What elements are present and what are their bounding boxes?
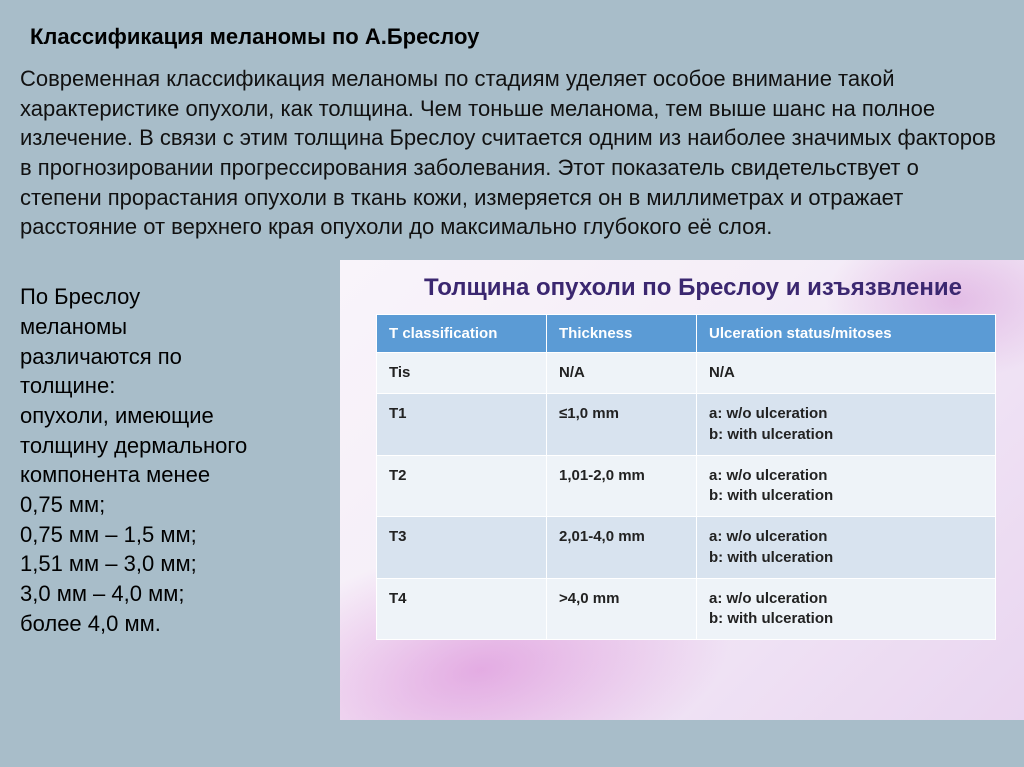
left-text: По Бреслоу меланомы различаются по толщи… <box>0 260 340 720</box>
lower-section: По Бреслоу меланомы различаются по толщи… <box>0 260 1024 720</box>
cell: T1 <box>377 394 547 456</box>
left-line: различаются по <box>20 344 182 369</box>
cell: N/A <box>697 353 996 394</box>
left-line: 0,75 мм – 1,5 мм; <box>20 522 197 547</box>
table-row: T3 2,01-4,0 mm a: w/o ulcerationb: with … <box>377 517 996 579</box>
left-line: 3,0 мм – 4,0 мм; <box>20 581 184 606</box>
table-row: T2 1,01-2,0 mm a: w/o ulcerationb: with … <box>377 455 996 517</box>
cell: N/A <box>547 353 697 394</box>
table-row: T4 >4,0 mm a: w/o ulcerationb: with ulce… <box>377 578 996 640</box>
cell: T3 <box>377 517 547 579</box>
breslow-table: T classification Thickness Ulceration st… <box>376 314 996 640</box>
left-line: По Бреслоу <box>20 284 140 309</box>
col-header-thickness: Thickness <box>547 315 697 353</box>
left-line: толщину дермального <box>20 433 247 458</box>
cell: a: w/o ulcerationb: with ulceration <box>697 455 996 517</box>
left-line: меланомы <box>20 314 127 339</box>
left-line: опухоли, имеющие <box>20 403 214 428</box>
table-row: Tis N/A N/A <box>377 353 996 394</box>
cell: T2 <box>377 455 547 517</box>
left-line: 1,51 мм – 3,0 мм; <box>20 551 197 576</box>
left-line: компонента менее <box>20 462 210 487</box>
cell: a: w/o ulcerationb: with ulceration <box>697 394 996 456</box>
left-line: 0,75 мм; <box>20 492 105 517</box>
table-panel: Толщина опухоли по Бреслоу и изъязвление… <box>340 260 1024 720</box>
cell: a: w/o ulcerationb: with ulceration <box>697 517 996 579</box>
left-line: толщине: <box>20 373 115 398</box>
intro-paragraph: Современная классификация меланомы по ст… <box>0 50 1024 242</box>
col-header-ulceration: Ulceration status/mitoses <box>697 315 996 353</box>
cell: 1,01-2,0 mm <box>547 455 697 517</box>
panel-title: Толщина опухоли по Бреслоу и изъязвление <box>354 270 1010 314</box>
page-title: Классификация меланомы по А.Бреслоу <box>0 0 1024 50</box>
cell: ≤1,0 mm <box>547 394 697 456</box>
table-row: T1 ≤1,0 mm a: w/o ulcerationb: with ulce… <box>377 394 996 456</box>
cell: >4,0 mm <box>547 578 697 640</box>
col-header-t: T classification <box>377 315 547 353</box>
cell: a: w/o ulcerationb: with ulceration <box>697 578 996 640</box>
cell: 2,01-4,0 mm <box>547 517 697 579</box>
cell: T4 <box>377 578 547 640</box>
left-line: более 4,0 мм. <box>20 611 161 636</box>
cell: Tis <box>377 353 547 394</box>
